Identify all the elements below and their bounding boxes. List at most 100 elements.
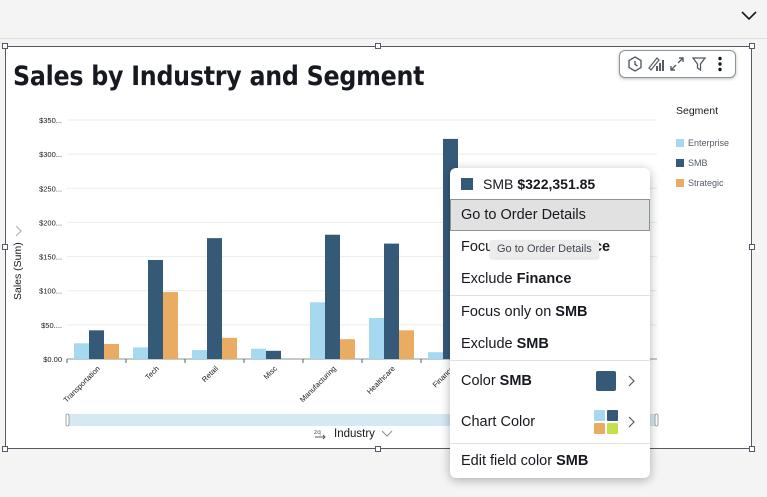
menu-header-value: $322,351.85: [517, 175, 596, 192]
x-axis-title-text: Industry: [334, 428, 375, 440]
bar-enterprise-healthcare[interactable]: [369, 318, 384, 359]
bar-enterprise-tech[interactable]: [133, 347, 148, 359]
y-tick-label: $150...: [39, 253, 62, 262]
menu-item-exclude-finance[interactable]: Exclude Finance: [450, 263, 650, 295]
legend-item-strategic[interactable]: Strategic: [676, 173, 729, 193]
x-tick-label: Misc: [262, 364, 279, 381]
menu-item-label: Focus only on: [461, 304, 552, 320]
menu-item-bold: SMB: [499, 373, 532, 389]
chevron-right-icon: [628, 416, 635, 428]
resize-handle[interactable]: [375, 43, 381, 49]
menu-item-chart-color[interactable]: Chart Color: [450, 401, 650, 443]
menu-item-label: Exclude: [461, 336, 513, 352]
chevron-right-icon[interactable]: [14, 224, 24, 238]
bar-strategic-tech[interactable]: [163, 292, 178, 359]
scrollbar-handle-left[interactable]: [65, 413, 70, 427]
scrollbar-handle-right[interactable]: [654, 413, 659, 427]
series-swatch: [461, 177, 473, 190]
bar-enterprise-transportation[interactable]: [74, 343, 89, 359]
bar-enterprise-finance[interactable]: [428, 352, 443, 359]
menu-divider: [450, 443, 650, 444]
x-tick-label: Tech: [143, 364, 161, 382]
bar-strategic-retail[interactable]: [222, 337, 237, 359]
chevron-down-icon[interactable]: [739, 6, 759, 26]
menu-item-bold: SMB: [555, 304, 588, 320]
x-axis-title[interactable]: zq Industry: [314, 428, 394, 440]
bar-enterprise-manufacturing[interactable]: [310, 302, 325, 359]
menu-header: SMB $322,351.85: [450, 168, 650, 199]
bar-smb-transportation[interactable]: [89, 330, 104, 359]
resize-handle[interactable]: [375, 446, 381, 452]
y-tick-label: $50....: [41, 321, 62, 330]
menu-item-label: Exclude: [461, 271, 513, 287]
y-tick-label: $200...: [39, 218, 62, 227]
menu-header-series: SMB: [483, 175, 514, 192]
menu-item-exclude-smb[interactable]: Exclude SMB: [450, 328, 650, 360]
tooltip: Go to Order Details: [490, 240, 599, 258]
palette-icon: [594, 410, 618, 434]
resize-handle[interactable]: [749, 244, 755, 250]
menu-item-focus-smb[interactable]: Focus only on SMB: [450, 296, 650, 328]
resize-handle[interactable]: [2, 43, 8, 49]
legend-item-smb[interactable]: SMB: [676, 153, 729, 173]
menu-item-edit-field-color[interactable]: Edit field color SMB: [450, 444, 650, 478]
expand-icon[interactable]: [667, 54, 687, 74]
menu-item-color-smb[interactable]: Color SMB: [450, 361, 650, 401]
x-tick-label: Retail: [200, 364, 220, 384]
visual-title: Sales by Industry and Segment: [13, 61, 425, 92]
color-swatch: [596, 371, 616, 391]
y-tick-label: $350...: [39, 116, 62, 125]
bar-strategic-manufacturing[interactable]: [340, 339, 355, 359]
legend-label: Strategic: [688, 178, 724, 188]
menu-item-label: Go to Order Details: [461, 207, 586, 223]
legend-swatch: [676, 159, 684, 167]
legend: Segment Enterprise SMB Strategic: [676, 105, 729, 193]
menu-item-bold: Finance: [516, 271, 572, 287]
legend-label: Enterprise: [688, 138, 730, 148]
bar-smb-tech[interactable]: [148, 259, 163, 359]
bar-smb-healthcare[interactable]: [384, 243, 399, 359]
svg-text:zq: zq: [314, 429, 321, 436]
bar-strategic-transportation[interactable]: [104, 343, 119, 359]
y-tick-label: $0.00: [43, 355, 62, 364]
menu-item-label: Edit field color: [461, 453, 553, 469]
bar-enterprise-misc[interactable]: [251, 348, 266, 359]
visual-container[interactable]: Sales by Industry and Segment Segment En…: [5, 46, 752, 449]
menu-item-label: Chart Color: [461, 414, 536, 430]
legend-label: SMB: [688, 158, 708, 168]
menu-divider: [450, 360, 650, 361]
resize-handle[interactable]: [749, 43, 755, 49]
x-tick-label: Manufacturing: [298, 364, 338, 404]
format-visual-icon[interactable]: [646, 54, 666, 74]
resize-handle[interactable]: [2, 446, 8, 452]
bar-strategic-healthcare[interactable]: [399, 330, 414, 359]
menu-item-go-to-order-details[interactable]: Go to Order Details: [450, 199, 650, 231]
legend-swatch: [676, 139, 684, 147]
top-bar: [0, 0, 767, 39]
menu-divider: [450, 295, 650, 296]
menu-item-bold: SMB: [516, 336, 549, 352]
resize-handle[interactable]: [749, 446, 755, 452]
insights-icon[interactable]: [625, 54, 645, 74]
bar-smb-misc[interactable]: [266, 350, 281, 359]
y-tick-label: $300...: [39, 150, 62, 159]
bar-enterprise-retail[interactable]: [192, 350, 207, 359]
bar-smb-manufacturing[interactable]: [325, 234, 340, 359]
more-options-icon[interactable]: [710, 54, 730, 74]
sort-icon[interactable]: zq: [314, 428, 328, 440]
filter-icon[interactable]: [689, 54, 709, 74]
legend-swatch: [676, 179, 684, 187]
visual-toolbar: [619, 50, 736, 78]
y-tick-label: $100...: [39, 287, 62, 296]
x-tick-label: Healthcare: [365, 364, 397, 396]
bar-smb-retail[interactable]: [207, 238, 222, 359]
legend-title: Segment: [676, 105, 719, 117]
legend-item-enterprise[interactable]: Enterprise: [676, 133, 729, 153]
y-tick-label: $250...: [39, 184, 62, 193]
context-menu: SMB $322,351.85 Go to Order Details Focu…: [450, 168, 650, 478]
menu-item-label: Color: [461, 373, 496, 389]
chevron-down-icon[interactable]: [380, 429, 394, 439]
resize-handle[interactable]: [2, 244, 8, 250]
x-tick-label: Transportation: [62, 364, 102, 404]
